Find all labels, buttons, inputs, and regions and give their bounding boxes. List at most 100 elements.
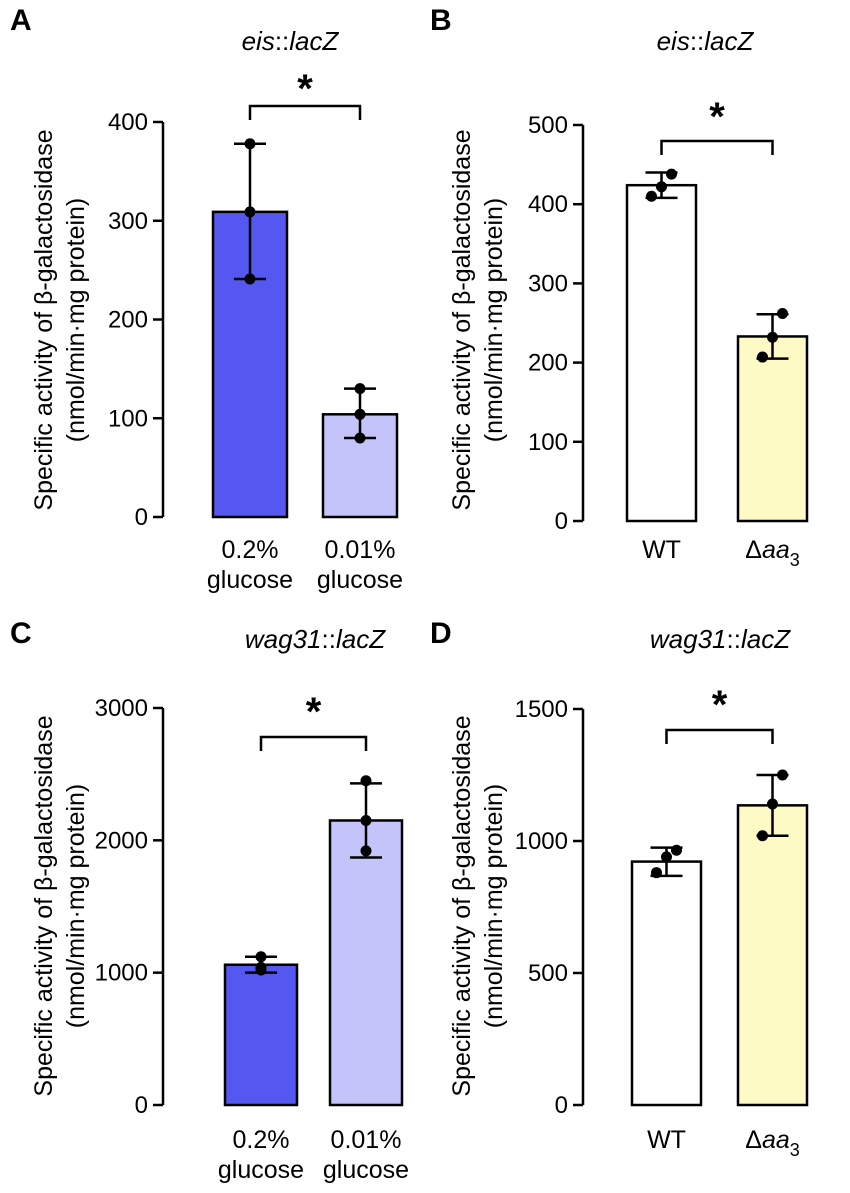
data-point xyxy=(666,168,677,180)
x-category-label: 0.01% glucose xyxy=(323,1126,409,1184)
data-point xyxy=(757,351,768,363)
data-point xyxy=(777,307,788,319)
significance-star: * xyxy=(709,95,725,139)
category-subscript: 3 xyxy=(790,1140,800,1160)
chart-title: eis::lacZ xyxy=(242,26,340,56)
y-tick-label: 0 xyxy=(135,1092,148,1119)
y-tick-label: 500 xyxy=(528,112,568,139)
y-axis-label-line2: (nmol/min·mg protein) xyxy=(62,784,90,1029)
significance-star: * xyxy=(297,67,313,111)
panel-letter: A xyxy=(10,4,32,37)
x-category-label: WT xyxy=(642,536,681,564)
category-gene: aa xyxy=(762,1126,790,1154)
data-point xyxy=(360,814,372,826)
data-point xyxy=(244,206,256,218)
data-point xyxy=(777,769,788,781)
y-axis-label-line1: Specific activity of β-galactosidase xyxy=(30,715,58,1096)
title-reporter: lacZ xyxy=(741,624,791,654)
x-category-label: Δaa3 xyxy=(745,1126,800,1160)
title-separator: :: xyxy=(690,26,704,56)
category-line2: glucose xyxy=(218,1156,304,1184)
data-point xyxy=(656,181,667,193)
data-point xyxy=(767,798,778,810)
data-point xyxy=(671,844,682,856)
title-reporter: lacZ xyxy=(704,26,754,56)
category-delta: Δ xyxy=(745,536,762,564)
data-point xyxy=(360,845,372,857)
y-tick-label: 300 xyxy=(108,208,148,235)
data-point xyxy=(354,408,366,420)
title-reporter: lacZ xyxy=(289,26,339,56)
y-axis-label-line1: Specific activity of β-galactosidase xyxy=(448,129,476,510)
data-point xyxy=(360,775,372,787)
data-point xyxy=(354,383,366,395)
y-axis-label: Specific activity of β-galactosidase (nmo… xyxy=(30,715,90,1096)
y-axis-label-line2: (nmol/min·mg protein) xyxy=(480,198,508,443)
bar-2 xyxy=(736,804,809,1107)
title-gene: eis xyxy=(242,26,275,56)
x-category-label: WT xyxy=(647,1126,686,1154)
y-axis-label-line2: (nmol/min·mg protein) xyxy=(62,198,90,443)
y-tick-label: 400 xyxy=(108,109,148,136)
category-line1: 0.2% xyxy=(222,536,279,564)
data-point xyxy=(651,867,662,879)
y-tick-label: 400 xyxy=(528,191,568,218)
data-point xyxy=(244,138,256,150)
significance-star: * xyxy=(306,690,322,734)
chart-title: wag31::lacZ xyxy=(245,624,386,654)
bar-2 xyxy=(328,819,404,1107)
category-line2: glucose xyxy=(317,566,403,594)
y-tick-label: 3000 xyxy=(95,695,148,722)
data-point xyxy=(354,432,366,444)
category-line2: glucose xyxy=(323,1156,409,1184)
bar-2 xyxy=(736,335,809,523)
significance-bracket xyxy=(259,735,368,751)
y-tick-label: 200 xyxy=(528,350,568,377)
x-category-label: Δaa3 xyxy=(745,536,800,570)
bar-1 xyxy=(625,183,698,523)
category-line1: WT xyxy=(647,1126,686,1154)
title-separator: :: xyxy=(322,624,336,654)
chart-title: eis::lacZ xyxy=(657,26,755,56)
y-tick-label: 2000 xyxy=(95,827,148,854)
significance-bracket xyxy=(660,139,774,155)
data-point xyxy=(757,830,768,842)
significance-star: * xyxy=(712,683,728,727)
data-point xyxy=(661,851,672,863)
data-point xyxy=(244,273,256,285)
y-tick-label: 0 xyxy=(135,504,148,531)
data-point xyxy=(255,951,267,963)
data-point xyxy=(646,190,657,202)
category-gene: aa xyxy=(762,536,790,564)
category-line1: WT xyxy=(642,536,681,564)
y-axis-label-line1: Specific activity of β-galactosidase xyxy=(30,129,58,510)
y-tick-label: 200 xyxy=(108,307,148,334)
category-line2: glucose xyxy=(207,566,293,594)
category-delta: Δ xyxy=(745,1126,762,1154)
panel-letter: D xyxy=(430,617,452,650)
y-axis-label-line1: Specific activity of β-galactosidase xyxy=(448,715,476,1096)
title-separator: :: xyxy=(727,624,741,654)
significance-bracket xyxy=(665,728,774,744)
x-category-label: 0.2% glucose xyxy=(207,536,293,594)
significance-bracket xyxy=(248,104,362,120)
panel-letter: B xyxy=(430,4,452,37)
x-category-label: 0.01% glucose xyxy=(317,536,403,594)
y-axis-label: Specific activity of β-galactosidase (nmo… xyxy=(448,129,508,510)
y-tick-label: 1000 xyxy=(95,960,148,987)
y-tick-label: 100 xyxy=(108,405,148,432)
y-tick-label: 0 xyxy=(555,508,568,535)
data-point xyxy=(255,961,267,973)
category-line1: 0.2% xyxy=(233,1126,290,1154)
y-tick-label: 0 xyxy=(555,1092,568,1119)
category-line1: 0.01% xyxy=(331,1126,402,1154)
title-gene: wag31 xyxy=(245,624,322,654)
y-axis-label: Specific activity of β-galactosidase (nmo… xyxy=(448,715,508,1096)
y-tick-label: 1500 xyxy=(515,696,568,723)
title-gene: wag31 xyxy=(650,624,727,654)
